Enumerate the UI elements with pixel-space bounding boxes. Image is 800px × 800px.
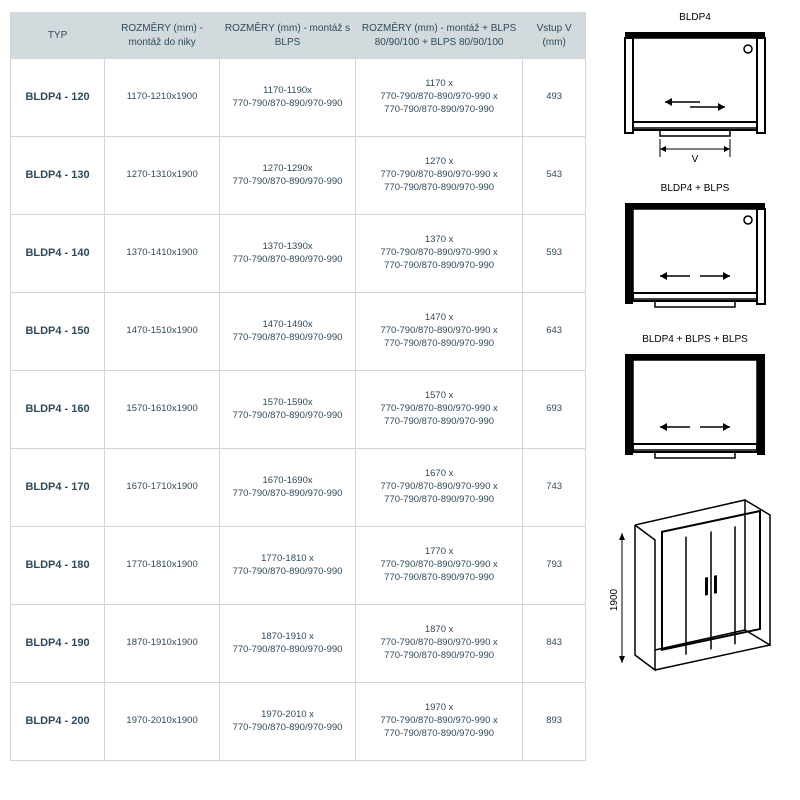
cell-niky: 1870-1910x1900: [105, 605, 220, 683]
cell-typ: BLDP4 - 200: [11, 683, 105, 761]
cell-typ: BLDP4 - 160: [11, 371, 105, 449]
table-row: BLDP4 - 1701670-1710x19001670-1690x770-7…: [11, 449, 586, 527]
cell-niky: 1370-1410x1900: [105, 215, 220, 293]
cell-blps: 1370-1390x770-790/870-890/970-990: [220, 215, 356, 293]
diagram-isometric: 1900: [600, 485, 790, 695]
table-row: BLDP4 - 2001970-2010x19001970-2010 x770-…: [11, 683, 586, 761]
diagram-svg-1: V: [610, 27, 780, 167]
cell-blps: 1570-1590x770-790/870-890/970-990: [220, 371, 356, 449]
cell-niky: 1770-1810x1900: [105, 527, 220, 605]
cell-blps2: 1870 x770-790/870-890/970-990 x770-790/8…: [355, 605, 522, 683]
cell-vstup: 543: [523, 137, 586, 215]
diagram-title-1: BLDP4: [610, 12, 780, 23]
cell-blps: 1470-1490x770-790/870-890/970-990: [220, 293, 356, 371]
cell-blps2: 1270 x770-790/870-890/970-990 x770-790/8…: [355, 137, 522, 215]
diagram-bldp4-blps: BLDP4 + BLPS: [610, 183, 780, 318]
cell-vstup: 743: [523, 449, 586, 527]
diagram-bldp4-blps-blps: BLDP4 + BLPS + BLPS: [610, 334, 780, 469]
table-row: BLDP4 - 1401370-1410x19001370-1390x770-7…: [11, 215, 586, 293]
table-row: BLDP4 - 1201170-1210x19001170-1190x770-7…: [11, 59, 586, 137]
spec-table: TYP ROZMĚRY (mm) - montáž do niky ROZMĚR…: [10, 12, 586, 761]
th-blps2: ROZMĚRY (mm) - montáž + BLPS 80/90/100 +…: [355, 13, 522, 59]
cell-vstup: 643: [523, 293, 586, 371]
height-label: 1900: [609, 588, 620, 611]
cell-typ: BLDP4 - 180: [11, 527, 105, 605]
cell-blps: 1670-1690x770-790/870-890/970-990: [220, 449, 356, 527]
cell-vstup: 893: [523, 683, 586, 761]
diagram-svg-2: [610, 198, 780, 318]
cell-niky: 1270-1310x1900: [105, 137, 220, 215]
table-header-row: TYP ROZMĚRY (mm) - montáž do niky ROZMĚR…: [11, 13, 586, 59]
th-vstup: Vstup V (mm): [523, 13, 586, 59]
cell-blps: 1770-1810 x770-790/870-890/970-990: [220, 527, 356, 605]
cell-blps2: 1170 x770-790/870-890/970-990 x770-790/8…: [355, 59, 522, 137]
v-label: V: [692, 154, 699, 165]
cell-blps: 1170-1190x770-790/870-890/970-990: [220, 59, 356, 137]
th-niky: ROZMĚRY (mm) - montáž do niky: [105, 13, 220, 59]
cell-typ: BLDP4 - 150: [11, 293, 105, 371]
table-row: BLDP4 - 1501470-1510x19001470-1490x770-7…: [11, 293, 586, 371]
cell-niky: 1470-1510x1900: [105, 293, 220, 371]
cell-vstup: 593: [523, 215, 586, 293]
cell-blps2: 1570 x770-790/870-890/970-990 x770-790/8…: [355, 371, 522, 449]
cell-blps2: 1370 x770-790/870-890/970-990 x770-790/8…: [355, 215, 522, 293]
cell-niky: 1970-2010x1900: [105, 683, 220, 761]
cell-niky: 1570-1610x1900: [105, 371, 220, 449]
cell-blps: 1970-2010 x770-790/870-890/970-990: [220, 683, 356, 761]
diagram-title-3: BLDP4 + BLPS + BLPS: [610, 334, 780, 345]
diagrams-panel: BLDP4 V BLDP4 + BLPS: [586, 12, 790, 788]
cell-typ: BLDP4 - 190: [11, 605, 105, 683]
table-row: BLDP4 - 1801770-1810x19001770-1810 x770-…: [11, 527, 586, 605]
table-row: BLDP4 - 1301270-1310x19001270-1290x770-7…: [11, 137, 586, 215]
table-row: BLDP4 - 1901870-1910x19001870-1910 x770-…: [11, 605, 586, 683]
cell-niky: 1170-1210x1900: [105, 59, 220, 137]
th-blps: ROZMĚRY (mm) - montáž s BLPS: [220, 13, 356, 59]
cell-blps2: 1770 x770-790/870-890/970-990 x770-790/8…: [355, 527, 522, 605]
cell-typ: BLDP4 - 170: [11, 449, 105, 527]
cell-blps2: 1670 x770-790/870-890/970-990 x770-790/8…: [355, 449, 522, 527]
cell-niky: 1670-1710x1900: [105, 449, 220, 527]
cell-vstup: 793: [523, 527, 586, 605]
th-typ: TYP: [11, 13, 105, 59]
table-row: BLDP4 - 1601570-1610x19001570-1590x770-7…: [11, 371, 586, 449]
diagram-svg-4: 1900: [600, 485, 790, 695]
cell-blps2: 1970 x770-790/870-890/970-990 x770-790/8…: [355, 683, 522, 761]
diagram-svg-3: [610, 349, 780, 469]
spec-table-container: TYP ROZMĚRY (mm) - montáž do niky ROZMĚR…: [10, 12, 586, 788]
cell-blps: 1270-1290x770-790/870-890/970-990: [220, 137, 356, 215]
cell-blps: 1870-1910 x770-790/870-890/970-990: [220, 605, 356, 683]
cell-typ: BLDP4 - 140: [11, 215, 105, 293]
table-body: BLDP4 - 1201170-1210x19001170-1190x770-7…: [11, 59, 586, 761]
cell-typ: BLDP4 - 120: [11, 59, 105, 137]
cell-vstup: 693: [523, 371, 586, 449]
cell-blps2: 1470 x770-790/870-890/970-990 x770-790/8…: [355, 293, 522, 371]
cell-typ: BLDP4 - 130: [11, 137, 105, 215]
diagram-title-2: BLDP4 + BLPS: [610, 183, 780, 194]
cell-vstup: 843: [523, 605, 586, 683]
diagram-bldp4: BLDP4 V: [610, 12, 780, 167]
cell-vstup: 493: [523, 59, 586, 137]
